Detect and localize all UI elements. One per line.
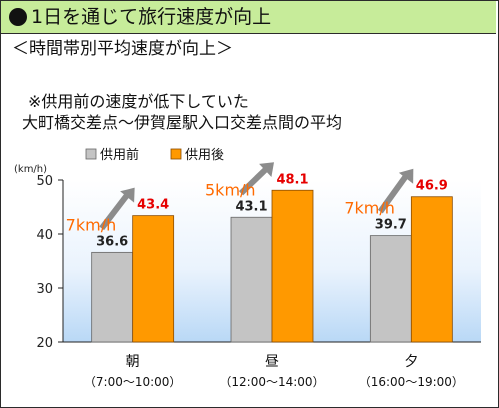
increase-label: 5km/h — [205, 180, 256, 199]
header-title: 1日を通じて旅行速度が向上 — [31, 6, 272, 28]
increase-label: 7km/h — [66, 215, 117, 234]
value-label-after: 46.9 — [416, 179, 448, 194]
bar-after — [132, 215, 175, 343]
increase-arrow-head — [259, 162, 274, 178]
bar-before — [369, 235, 412, 343]
y-tick-label: 20 — [36, 336, 53, 351]
bar-before — [230, 216, 273, 343]
value-label-before: 39.7 — [375, 218, 407, 233]
y-tick-label: 50 — [36, 174, 53, 189]
increase-arrow-shaft — [99, 189, 133, 231]
header-bar: 1日を通じて旅行速度が向上 — [1, 1, 496, 34]
y-tick-label: 30 — [36, 282, 53, 297]
legend-label: 供用後 — [185, 148, 224, 163]
category-time-label: （7:00～10:00） — [84, 375, 182, 389]
bar-before — [91, 251, 134, 343]
value-label-after: 43.4 — [137, 198, 169, 213]
increase-arrow-head — [120, 187, 135, 203]
y-tick-label: 40 — [36, 228, 53, 243]
legend-swatch — [170, 148, 182, 160]
y-axis-unit: (km/h) — [14, 164, 47, 175]
increase-arrow-shaft — [377, 170, 411, 214]
increase-arrow-shaft — [238, 164, 272, 196]
note-line-1: ※供用前の速度が低下していた — [28, 92, 249, 111]
value-label-after: 48.1 — [276, 172, 308, 187]
increase-arrow-head — [398, 168, 414, 184]
bar-after — [410, 196, 453, 343]
category-label: 朝 — [126, 354, 140, 370]
legend-swatch — [85, 148, 97, 160]
category-time-label: （12:00～14:00） — [219, 375, 324, 389]
increase-label: 7km/h — [344, 199, 395, 218]
bar-after — [271, 189, 314, 343]
note-line-2: 大町橋交差点～伊賀屋駅入口交差点間の平均 — [22, 113, 343, 132]
category-time-label: （16:00～19:00） — [359, 375, 464, 389]
category-label: 昼 — [265, 354, 279, 370]
category-label: 夕 — [404, 354, 418, 370]
legend-label: 供用前 — [100, 147, 139, 163]
bullet-icon — [9, 8, 27, 26]
value-label-before: 36.6 — [96, 234, 128, 249]
chart-subtitle: ＜時間帯別平均速度が向上＞ — [12, 39, 233, 59]
value-label-before: 43.1 — [235, 199, 267, 214]
